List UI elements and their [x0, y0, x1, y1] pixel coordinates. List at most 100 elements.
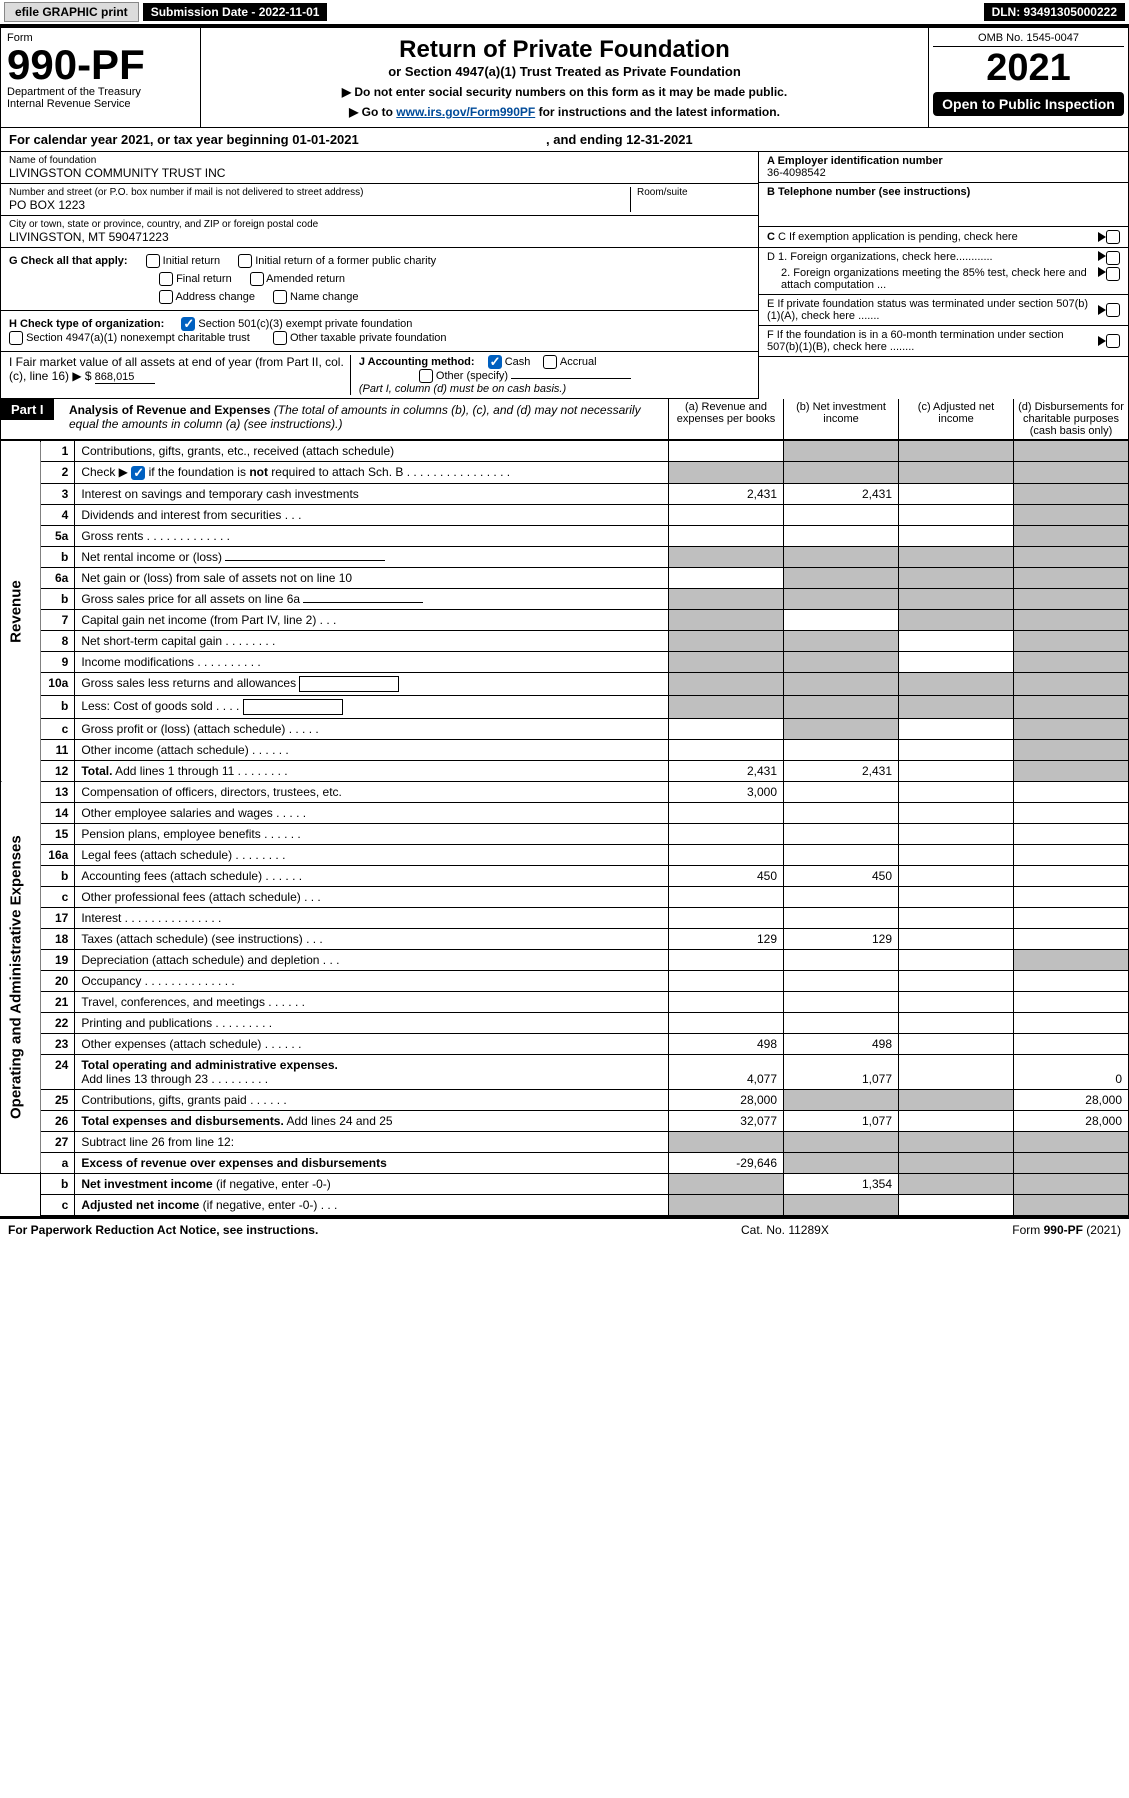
form-subtitle: or Section 4947(a)(1) Trust Treated as P…: [211, 64, 918, 79]
arrow-icon: [1098, 232, 1106, 242]
501c3-checkbox[interactable]: [181, 317, 195, 331]
line-24: 24Total operating and administrative exp…: [1, 1054, 1129, 1089]
year-box: OMB No. 1545-0047 2021 Open to Public In…: [928, 28, 1128, 127]
d2-checkbox[interactable]: [1106, 267, 1120, 281]
expenses-side-label: Operating and Administrative Expenses: [1, 781, 41, 1173]
ein-value: 36-4098542: [767, 167, 826, 179]
col-c-head: (c) Adjusted net income: [898, 399, 1013, 439]
c-label: C If exemption application is pending, c…: [778, 231, 1018, 243]
room-label: Room/suite: [637, 187, 750, 198]
address-change-checkbox[interactable]: [159, 290, 173, 304]
fmv-value: 868,015: [95, 371, 155, 384]
amended-return-label: Amended return: [266, 273, 345, 285]
line-10b: bLess: Cost of goods sold . . . .: [1, 695, 1129, 718]
form-ref: Form 990-PF (2021): [941, 1223, 1121, 1237]
irs-label: Internal Revenue Service: [7, 98, 131, 110]
d1-checkbox[interactable]: [1106, 251, 1120, 265]
part1-table: Revenue 1Contributions, gifts, grants, e…: [0, 440, 1129, 1216]
b-label: B Telephone number (see instructions): [767, 186, 970, 198]
form-title: Return of Private Foundation: [211, 36, 918, 64]
4947-checkbox[interactable]: [9, 331, 23, 345]
form-number: 990-PF: [7, 41, 145, 88]
line-27: 27Subtract line 26 from line 12:: [1, 1131, 1129, 1152]
cash-label: Cash: [505, 356, 531, 368]
irs-link[interactable]: www.irs.gov/Form990PF: [396, 105, 535, 119]
line-5b: bNet rental income or (loss): [1, 546, 1129, 567]
address-row: Number and street (or P.O. box number if…: [1, 184, 758, 216]
arrow-icon: [1098, 251, 1106, 261]
h-check-row: H Check type of organization: Section 50…: [1, 311, 758, 352]
goto-link-line: ▶ Go to www.irs.gov/Form990PF for instru…: [211, 105, 918, 119]
line-14: 14Other employee salaries and wages . . …: [1, 802, 1129, 823]
f-cell: F If the foundation is in a 60-month ter…: [759, 326, 1128, 357]
line-18: 18Taxes (attach schedule) (see instructi…: [1, 928, 1129, 949]
amended-return-checkbox[interactable]: [250, 272, 264, 286]
other-taxable-label: Other taxable private foundation: [290, 332, 447, 344]
4947-label: Section 4947(a)(1) nonexempt charitable …: [26, 332, 250, 344]
part1-title: Analysis of Revenue and Expenses: [69, 403, 270, 417]
schb-checkbox[interactable]: [131, 466, 145, 480]
other-taxable-checkbox[interactable]: [273, 331, 287, 345]
goto-prefix: ▶ Go to: [349, 105, 396, 119]
final-return-label: Final return: [176, 273, 232, 285]
phone-cell: B Telephone number (see instructions): [759, 183, 1128, 227]
line-21: 21Travel, conferences, and meetings . . …: [1, 991, 1129, 1012]
f-checkbox[interactable]: [1106, 334, 1120, 348]
line-9: 9Income modifications . . . . . . . . . …: [1, 651, 1129, 672]
line-23: 23Other expenses (attach schedule) . . .…: [1, 1033, 1129, 1054]
e-cell: E If private foundation status was termi…: [759, 295, 1128, 326]
line-27c: cAdjusted net income (if negative, enter…: [1, 1194, 1129, 1215]
g-check-row: G Check all that apply: Initial return I…: [1, 248, 758, 311]
street-address: PO BOX 1223: [9, 198, 630, 212]
line-7: 7Capital gain net income (from Part IV, …: [1, 609, 1129, 630]
line-20: 20Occupancy . . . . . . . . . . . . . .: [1, 970, 1129, 991]
final-return-checkbox[interactable]: [159, 272, 173, 286]
city-label: City or town, state or province, country…: [9, 219, 750, 230]
omb-number: OMB No. 1545-0047: [933, 32, 1124, 47]
cal-pre: For calendar year 2021, or tax year begi…: [9, 132, 292, 147]
submission-date: Submission Date - 2022-11-01: [143, 3, 328, 21]
accrual-checkbox[interactable]: [543, 355, 557, 369]
other-method-checkbox[interactable]: [419, 369, 433, 383]
line-19: 19Depreciation (attach schedule) and dep…: [1, 949, 1129, 970]
d-cell: D 1. Foreign organizations, check here..…: [759, 248, 1128, 295]
city-value: LIVINGSTON, MT 590471223: [9, 230, 750, 244]
a-label: A Employer identification number: [767, 155, 943, 167]
form-title-box: Return of Private Foundation or Section …: [201, 28, 928, 127]
501c3-label: Section 501(c)(3) exempt private foundat…: [198, 318, 412, 330]
initial-former-checkbox[interactable]: [238, 254, 252, 268]
calendar-year-row: For calendar year 2021, or tax year begi…: [0, 128, 1129, 152]
tax-year: 2021: [933, 47, 1124, 90]
j-note: (Part I, column (d) must be on cash basi…: [359, 383, 566, 395]
footer: For Paperwork Reduction Act Notice, see …: [0, 1219, 1129, 1241]
cat-no: Cat. No. 11289X: [741, 1223, 941, 1237]
part1-badge: Part I: [1, 399, 54, 420]
e-label: E If private foundation status was termi…: [767, 298, 1098, 322]
line-2: 2Check ▶ if the foundation is not requir…: [1, 462, 1129, 484]
line-17: 17Interest . . . . . . . . . . . . . . .: [1, 907, 1129, 928]
f-label: F If the foundation is in a 60-month ter…: [767, 329, 1098, 353]
cal-end: 12-31-2021: [626, 132, 693, 147]
line-16c: cOther professional fees (attach schedul…: [1, 886, 1129, 907]
d1-label: D 1. Foreign organizations, check here..…: [767, 251, 1098, 265]
line-15: 15Pension plans, employee benefits . . .…: [1, 823, 1129, 844]
name-label: Name of foundation: [9, 155, 750, 166]
part1-header-row: Part I Analysis of Revenue and Expenses …: [0, 399, 1129, 440]
city-cell: City or town, state or province, country…: [1, 216, 758, 248]
foundation-name: LIVINGSTON COMMUNITY TRUST INC: [9, 166, 750, 180]
initial-return-checkbox[interactable]: [146, 254, 160, 268]
cash-checkbox[interactable]: [488, 355, 502, 369]
line-8: 8Net short-term capital gain . . . . . .…: [1, 630, 1129, 651]
efile-print-button[interactable]: efile GRAPHIC print: [4, 2, 139, 22]
col-d-head: (d) Disbursements for charitable purpose…: [1013, 399, 1128, 439]
line-10c: cGross profit or (loss) (attach schedule…: [1, 718, 1129, 739]
addr-label: Number and street (or P.O. box number if…: [9, 187, 630, 198]
name-change-checkbox[interactable]: [273, 290, 287, 304]
arrow-icon: [1098, 336, 1106, 346]
line-10a: 10aGross sales less returns and allowanc…: [1, 672, 1129, 695]
ssn-warning: ▶ Do not enter social security numbers o…: [211, 85, 918, 99]
e-checkbox[interactable]: [1106, 303, 1120, 317]
c-checkbox[interactable]: [1106, 230, 1120, 244]
foundation-name-cell: Name of foundation LIVINGSTON COMMUNITY …: [1, 152, 758, 184]
dept-label: Department of the Treasury: [7, 86, 141, 98]
